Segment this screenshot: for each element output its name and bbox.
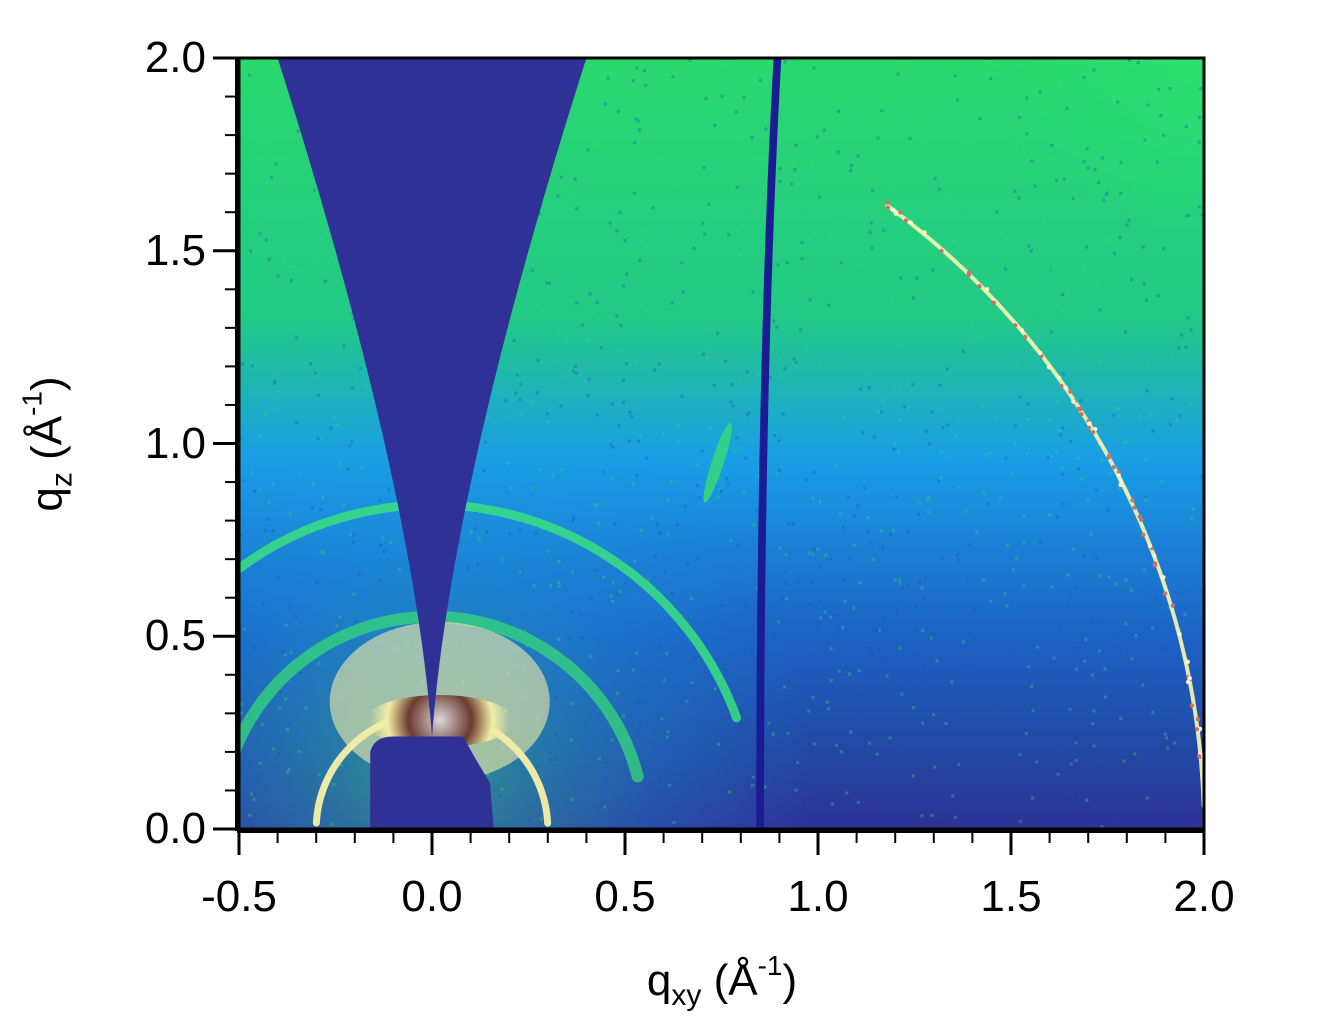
y-axis-title-subscript: z	[45, 472, 79, 488]
intensity-hot-spot	[364, 695, 515, 748]
y-tick-label: 2.0	[144, 33, 206, 82]
x-tick-label: 2.0	[1173, 872, 1235, 921]
y-tick-label: 1.5	[144, 225, 206, 275]
x-tick-label: 1.5	[980, 872, 1042, 921]
x-axis-title-unit-close: )	[782, 956, 798, 1005]
y-tick-label: 1.0	[144, 418, 206, 468]
y-axis-title-base: q	[22, 487, 72, 512]
diffraction-ring-speckles	[885, 200, 1204, 759]
y-tick-label: 0.5	[144, 611, 206, 661]
x-axis-title-unit: (Å	[701, 956, 758, 1005]
corner-ring-outer	[1292, 241, 1324, 829]
vertical-detector-gap	[756, 58, 782, 829]
x-tick-label: -0.5	[201, 872, 277, 921]
x-axis-title-superscript: -1	[757, 950, 783, 981]
y-axis-title-superscript: -1	[16, 391, 48, 416]
masked-wedge	[277, 58, 587, 737]
x-tick-label: 0.0	[401, 872, 463, 921]
y-tick-label: 0.0	[144, 804, 206, 853]
beamstop-mask	[370, 736, 494, 829]
x-tick-label: 1.0	[787, 872, 849, 921]
diffraction-spot	[703, 422, 732, 503]
x-axis-title-base: q	[646, 956, 672, 1005]
x-tick-label: 0.5	[594, 872, 656, 921]
corner-ring-core	[1292, 241, 1324, 829]
y-axis-title-unit-close: )	[22, 376, 72, 392]
x-axis-title: qxy (Å-1)	[647, 950, 797, 1013]
corner-ring-mid	[1292, 241, 1324, 829]
x-axis-title-subscript: xy	[671, 979, 702, 1012]
